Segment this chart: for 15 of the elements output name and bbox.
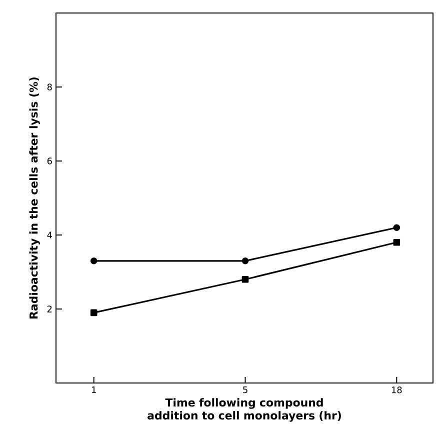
point <box>242 257 249 264</box>
y-tick-label: 6 <box>47 158 52 164</box>
point <box>90 257 98 264</box>
x-tick-label: 1 <box>92 386 96 394</box>
x-axis-title: Time following compound addition to cell monolayers (hr) <box>148 398 341 422</box>
point <box>242 276 249 283</box>
x-tick-label: 5 <box>243 386 248 394</box>
point <box>90 309 98 316</box>
y-tick-label: 4 <box>47 232 52 238</box>
point <box>393 238 400 246</box>
x-tick-label: 18 <box>392 386 402 394</box>
y-tick-label: 2 <box>47 306 52 312</box>
y-axis-title: Radioactivity in the cells after lysis (%) <box>29 77 40 318</box>
point <box>393 224 400 231</box>
y-tick-label: 8 <box>47 84 52 90</box>
